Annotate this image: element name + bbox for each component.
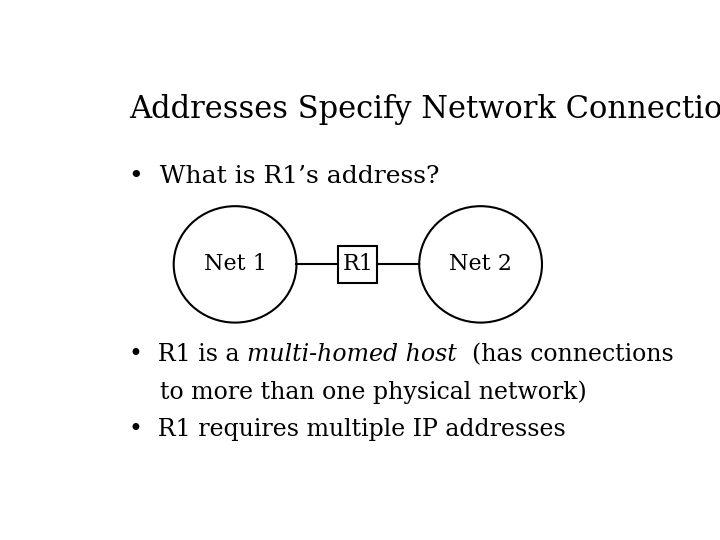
Ellipse shape xyxy=(174,206,297,322)
Text: to more than one physical network): to more than one physical network) xyxy=(160,381,587,404)
Text: •  R1 requires multiple IP addresses: • R1 requires multiple IP addresses xyxy=(129,418,566,441)
Text: multi-homed host: multi-homed host xyxy=(247,343,456,366)
Text: R1: R1 xyxy=(343,253,373,275)
Text: •  R1 is a: • R1 is a xyxy=(129,343,247,366)
Text: Addresses Specify Network Connections: Addresses Specify Network Connections xyxy=(129,94,720,125)
Text: Net 2: Net 2 xyxy=(449,253,512,275)
Text: Net 1: Net 1 xyxy=(204,253,266,275)
Text: (has connections: (has connections xyxy=(456,343,674,366)
FancyBboxPatch shape xyxy=(338,246,377,283)
Ellipse shape xyxy=(419,206,542,322)
Text: •  What is R1’s address?: • What is R1’s address? xyxy=(129,165,439,187)
